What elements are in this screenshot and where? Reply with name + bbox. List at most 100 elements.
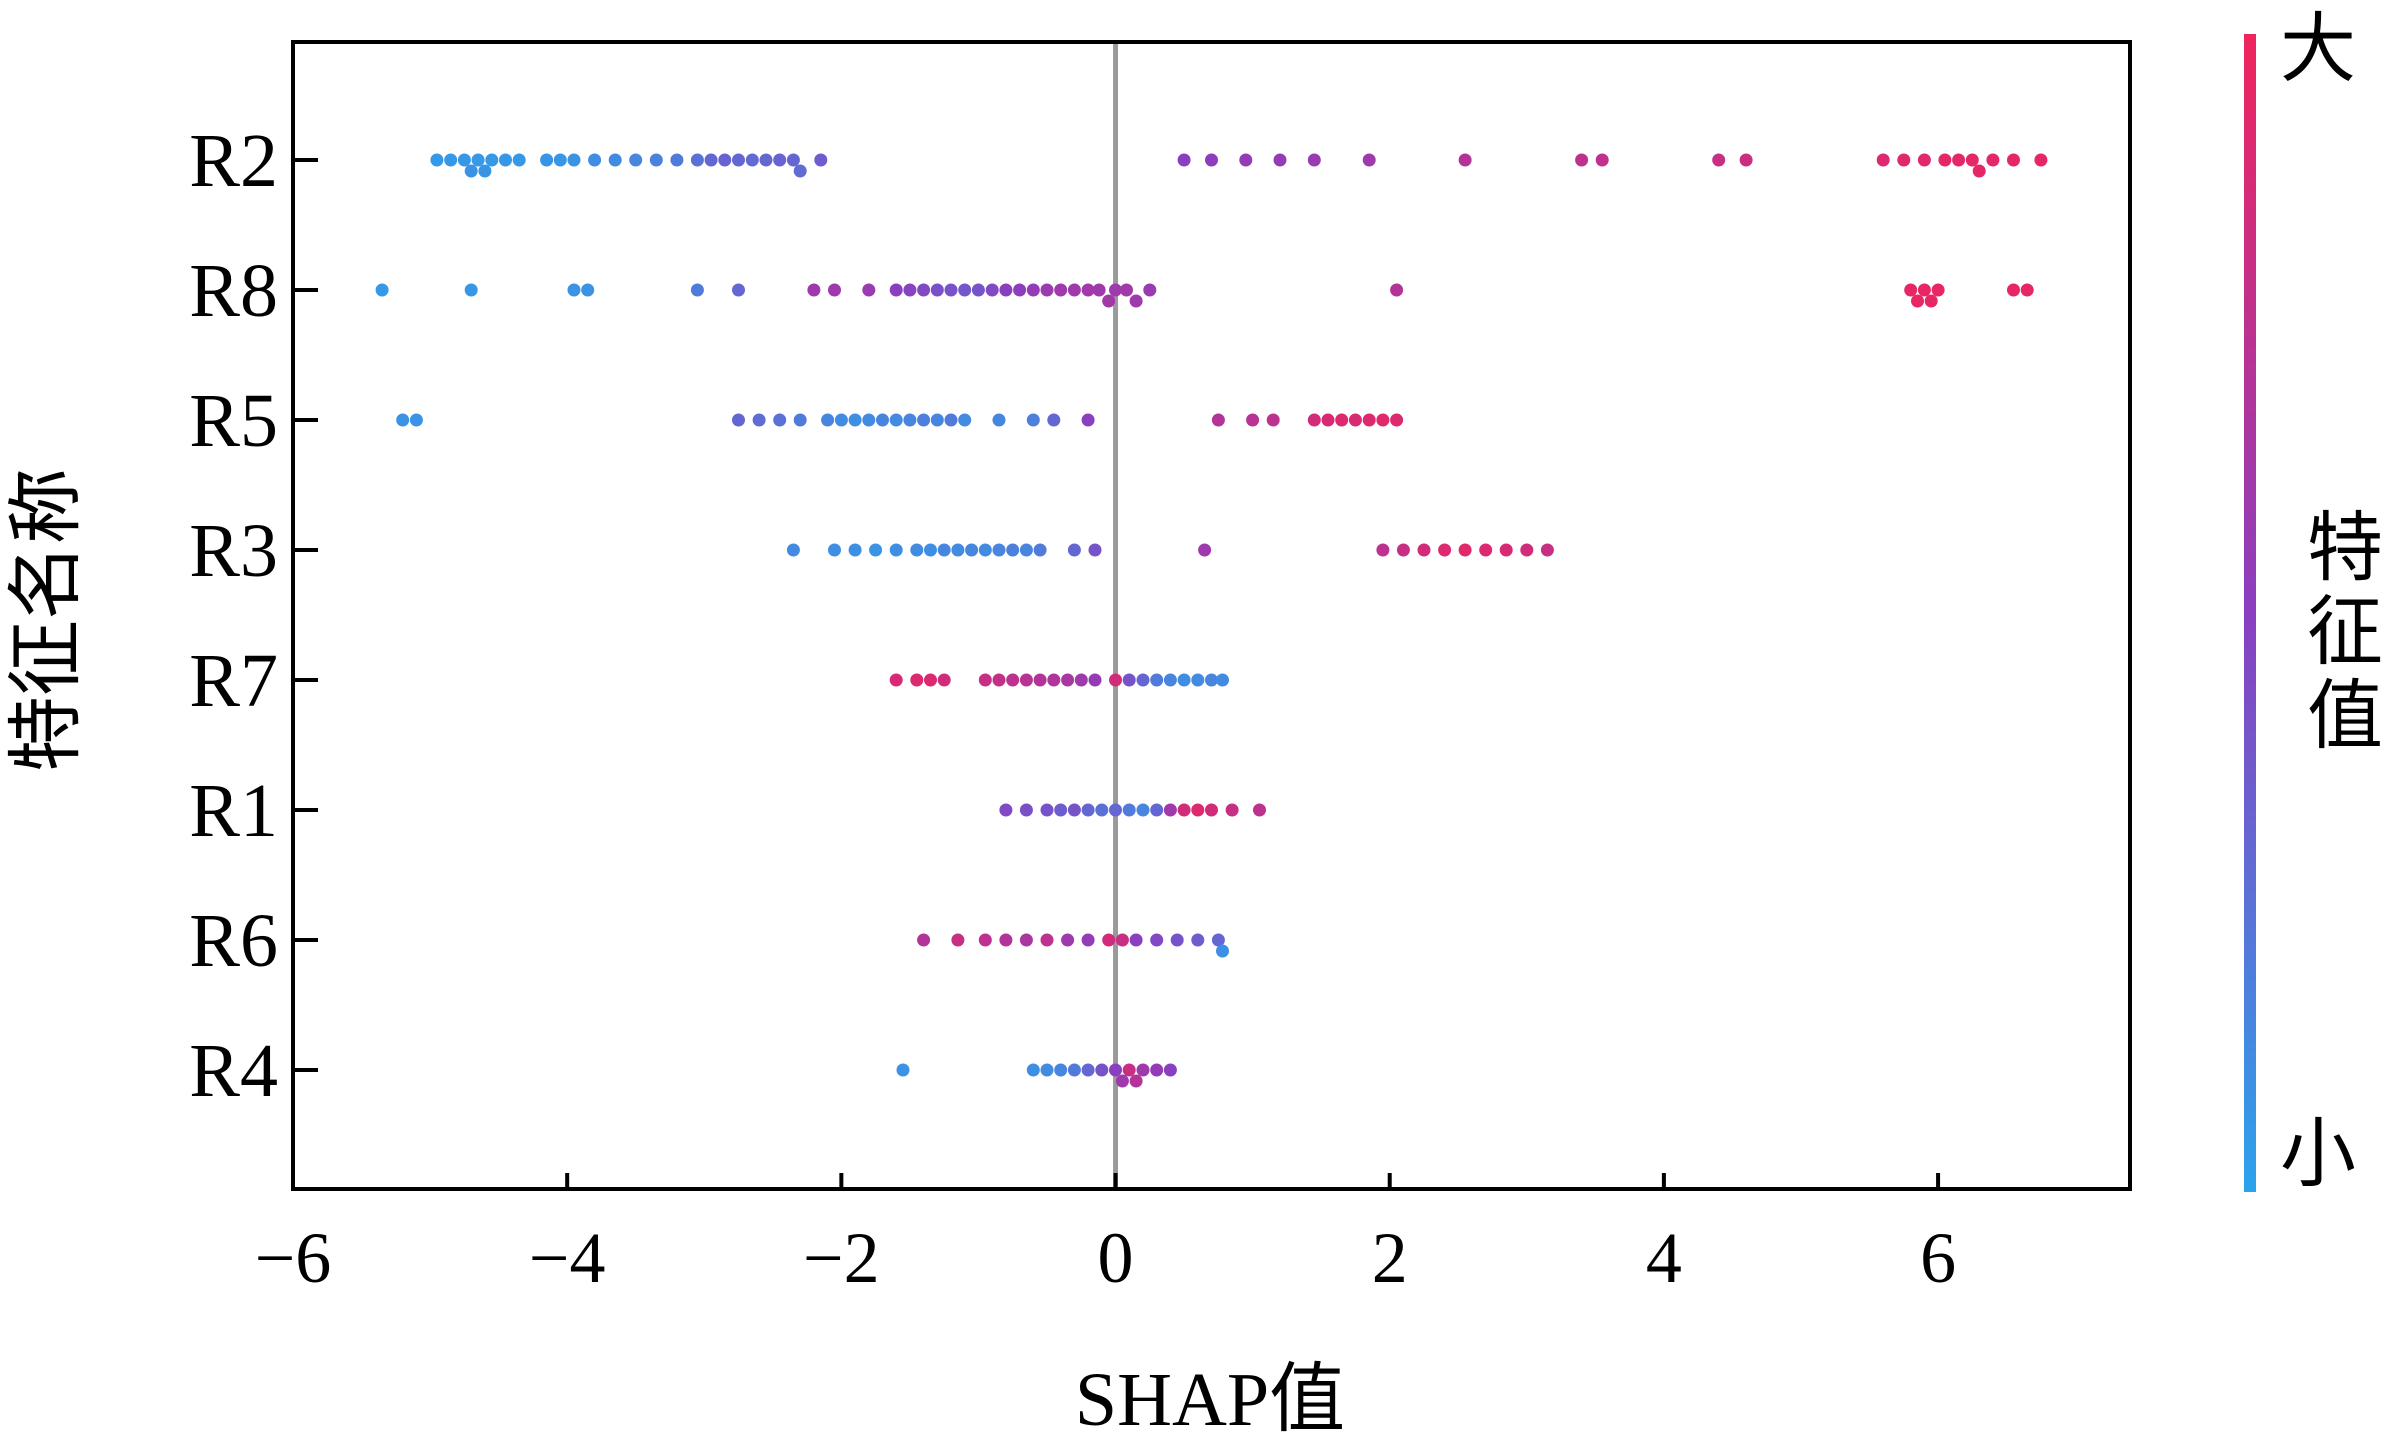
shap-point	[1876, 153, 1890, 167]
shap-point	[1211, 413, 1225, 427]
shap-point	[773, 153, 787, 167]
shap-point	[375, 283, 389, 297]
shap-point	[1074, 673, 1088, 687]
shap-point	[1170, 933, 1184, 947]
shap-point	[1396, 543, 1410, 557]
shap-point	[1040, 803, 1054, 817]
shap-point	[1362, 413, 1376, 427]
shap-point	[2020, 283, 2034, 297]
shap-point	[1122, 673, 1136, 687]
shap-point	[1019, 543, 1033, 557]
shap-point	[1479, 543, 1493, 557]
shap-point	[444, 153, 458, 167]
y-axis-title: 特征名称	[5, 468, 89, 772]
shap-point	[889, 543, 903, 557]
shap-point	[1129, 1074, 1143, 1088]
shap-point	[732, 283, 745, 297]
shap-point	[1177, 153, 1191, 167]
shap-point	[1540, 543, 1554, 557]
shap-point	[690, 283, 704, 297]
shap-point	[1205, 673, 1218, 687]
colorbar-high-label: 大	[2280, 8, 2356, 92]
colorbar	[2244, 34, 2256, 1192]
shap-point	[889, 283, 903, 297]
shap-point	[1061, 673, 1075, 687]
shap-point	[464, 283, 478, 297]
shap-point	[917, 933, 931, 947]
shap-point	[992, 543, 1006, 557]
shap-point	[958, 283, 972, 297]
shap-point	[1054, 803, 1068, 817]
shap-point	[1307, 413, 1321, 427]
shap-point	[958, 413, 972, 427]
shap-point	[1390, 283, 1404, 297]
shap-point	[629, 153, 643, 167]
shap-point	[1376, 543, 1390, 557]
shap-point	[951, 933, 965, 947]
shap-point	[1109, 283, 1122, 297]
shap-point	[1198, 543, 1212, 557]
shap-point	[1102, 933, 1116, 947]
feature-label-r5: R5	[189, 379, 278, 463]
shap-point	[1109, 673, 1122, 687]
shap-point	[978, 933, 992, 947]
shap-point	[1019, 803, 1033, 817]
shap-point	[478, 164, 492, 178]
shap-point	[1109, 1063, 1122, 1077]
shap-point	[732, 153, 745, 167]
shap-point	[1081, 803, 1095, 817]
shap-point	[1266, 413, 1280, 427]
shap-point	[1006, 673, 1020, 687]
shap-point	[1216, 944, 1229, 958]
shap-point	[1897, 153, 1911, 167]
shap-point	[2007, 283, 2020, 297]
shap-point	[1040, 1063, 1054, 1077]
shap-point	[1595, 153, 1609, 167]
shap-point	[1061, 933, 1075, 947]
shap-point	[1931, 283, 1945, 297]
shap-point	[992, 413, 1006, 427]
shap-point	[1335, 413, 1349, 427]
shap-point	[1307, 153, 1321, 167]
x-tick-label: −2	[803, 1218, 880, 1298]
colorbar-low-label: 小	[2280, 1113, 2356, 1197]
x-tick-label: 0	[1098, 1218, 1134, 1298]
shap-point	[1253, 803, 1266, 817]
shap-point	[670, 153, 684, 167]
feature-label-r6: R6	[189, 899, 278, 983]
shap-point	[608, 153, 622, 167]
shap-point	[848, 413, 862, 427]
shap-point	[821, 413, 835, 427]
shap-point	[457, 153, 471, 167]
shap-point	[512, 153, 526, 167]
shap-point	[1938, 153, 1952, 167]
shap-point	[1122, 1063, 1136, 1077]
shap-point	[1006, 543, 1020, 557]
shap-point	[1163, 673, 1177, 687]
shap-point	[917, 413, 931, 427]
shap-point	[1177, 803, 1191, 817]
shap-point	[978, 673, 992, 687]
feature-label-r8: R8	[189, 249, 278, 333]
shap-point	[759, 153, 773, 167]
shap-point	[999, 803, 1013, 817]
shap-point	[745, 153, 759, 167]
shap-point	[793, 413, 807, 427]
shap-point	[1917, 153, 1931, 167]
shap-point	[567, 153, 581, 167]
shap-point	[910, 543, 924, 557]
shap-point	[834, 413, 848, 427]
shap-point	[1115, 933, 1129, 947]
shap-point	[978, 543, 992, 557]
shap-point	[1095, 803, 1109, 817]
shap-point	[1109, 803, 1122, 817]
shap-point	[786, 153, 800, 167]
shap-point	[951, 543, 965, 557]
shap-point	[752, 413, 766, 427]
shap-point	[1129, 294, 1143, 308]
shap-point	[1067, 1063, 1081, 1077]
shap-point	[1054, 1063, 1068, 1077]
shap-point	[876, 413, 889, 427]
shap-point	[930, 283, 944, 297]
colorbar-title: 特征值	[2307, 507, 2383, 759]
